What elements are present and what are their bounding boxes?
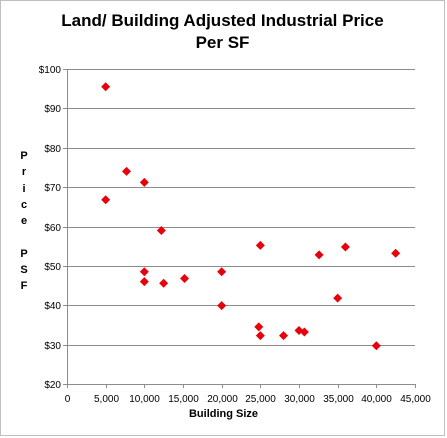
y-tick-label: $60 bbox=[44, 223, 61, 234]
y-tick-label: $30 bbox=[44, 341, 61, 352]
data-point-marker bbox=[371, 341, 381, 351]
y-axis-label-letter: i bbox=[22, 182, 26, 195]
y-tick-label: $100 bbox=[39, 65, 62, 76]
x-tick-label: 40,000 bbox=[361, 394, 392, 405]
y-tick-label: $20 bbox=[44, 380, 61, 391]
x-axis-label: Building Size bbox=[188, 408, 259, 420]
chart-title: Land/ Building Adjusted Industrial Price… bbox=[0, 10, 445, 54]
y-tick-label: $40 bbox=[44, 301, 61, 312]
data-point-marker bbox=[139, 177, 149, 187]
y-axis-label-letter: P bbox=[20, 150, 28, 162]
x-tick-label: 15,000 bbox=[168, 394, 199, 405]
x-tick-label: 25,000 bbox=[245, 394, 276, 405]
y-tick-label: $80 bbox=[44, 144, 61, 155]
data-point-marker bbox=[333, 293, 343, 303]
y-axis-label-letter: r bbox=[21, 166, 27, 179]
x-tick-label: 30,000 bbox=[284, 394, 315, 405]
x-tick-label: 0 bbox=[65, 394, 71, 405]
data-point-marker bbox=[255, 240, 265, 250]
data-point-marker bbox=[159, 278, 169, 288]
chart-title-line-2: Per SF bbox=[195, 33, 250, 52]
y-axis-label-letter: P bbox=[20, 247, 28, 260]
data-point-marker bbox=[254, 322, 264, 332]
data-point-marker bbox=[139, 267, 149, 277]
y-axis-label-letter: c bbox=[20, 198, 28, 211]
data-point-marker bbox=[139, 277, 149, 287]
data-point-marker bbox=[122, 166, 132, 176]
data-point-marker bbox=[340, 242, 350, 252]
x-tick-label: 20,000 bbox=[207, 394, 238, 405]
y-tick-label: $90 bbox=[44, 104, 61, 115]
y-tick-label: $70 bbox=[44, 183, 61, 194]
chart-title-line-1: Land/ Building Adjusted Industrial Price bbox=[61, 11, 384, 30]
data-point-marker bbox=[217, 267, 227, 277]
data-point-marker bbox=[314, 250, 324, 260]
data-point-marker bbox=[101, 82, 111, 92]
y-tick-label: $50 bbox=[44, 262, 61, 273]
x-tick-label: 10,000 bbox=[129, 394, 160, 405]
data-point-marker bbox=[101, 195, 111, 205]
data-point-marker bbox=[180, 273, 190, 283]
data-point-marker bbox=[217, 301, 227, 311]
x-tick-label: 35,000 bbox=[323, 394, 354, 405]
y-axis-label-letter: e bbox=[20, 215, 28, 228]
data-point-marker bbox=[391, 248, 401, 258]
data-point-marker bbox=[156, 225, 166, 235]
x-tick-label: 5,000 bbox=[94, 394, 119, 405]
data-point-marker bbox=[299, 327, 309, 337]
y-axis-label-letter: S bbox=[20, 264, 28, 277]
y-axis-label-letter: F bbox=[20, 280, 28, 293]
data-point-marker bbox=[279, 331, 289, 341]
x-tick-label: 45,000 bbox=[400, 394, 431, 405]
data-point-marker bbox=[255, 331, 265, 341]
